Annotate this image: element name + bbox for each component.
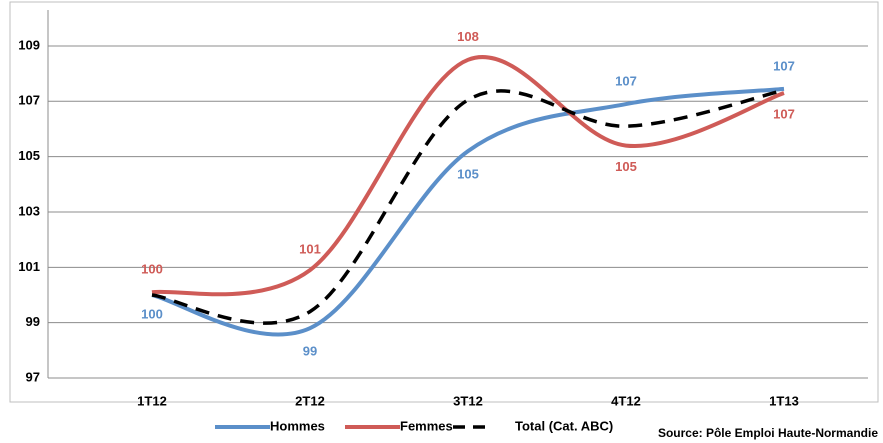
data-label: 107 xyxy=(773,58,795,73)
series-line xyxy=(151,88,785,325)
data-label: 107 xyxy=(615,74,637,89)
x-tick-label: 3T12 xyxy=(453,393,483,408)
x-tick-label: 1T12 xyxy=(137,393,167,408)
x-tick-label: 2T12 xyxy=(295,393,325,408)
legend-label: Hommes xyxy=(270,418,325,433)
y-tick-label: 107 xyxy=(18,93,40,108)
data-label: 108 xyxy=(457,29,479,44)
y-tick-label: 99 xyxy=(26,314,40,329)
data-label: 105 xyxy=(457,167,479,182)
source: Source: Pôle Emploi Haute-Normandie xyxy=(658,426,878,440)
y-tick-label: 97 xyxy=(26,369,40,384)
x-tick-label: 4T12 xyxy=(611,393,641,408)
data-label: 99 xyxy=(303,344,317,359)
data-label: 100 xyxy=(141,306,163,321)
series-line xyxy=(151,55,785,297)
data-label: 105 xyxy=(615,159,637,174)
data-label: 101 xyxy=(299,242,321,257)
y-tick-label: 101 xyxy=(18,259,40,274)
y-tick-label: 109 xyxy=(18,37,40,52)
legend-label: Femmes xyxy=(400,418,453,433)
chart-frame xyxy=(9,1,879,403)
y-tick-label: 103 xyxy=(18,203,40,218)
data-label: 107 xyxy=(773,106,795,121)
data-label: 100 xyxy=(141,262,163,277)
y-tick-label: 105 xyxy=(18,148,40,163)
series-line xyxy=(151,86,785,337)
x-tick-label: 1T13 xyxy=(769,393,799,408)
legend-label: Total (Cat. ABC) xyxy=(515,418,613,433)
